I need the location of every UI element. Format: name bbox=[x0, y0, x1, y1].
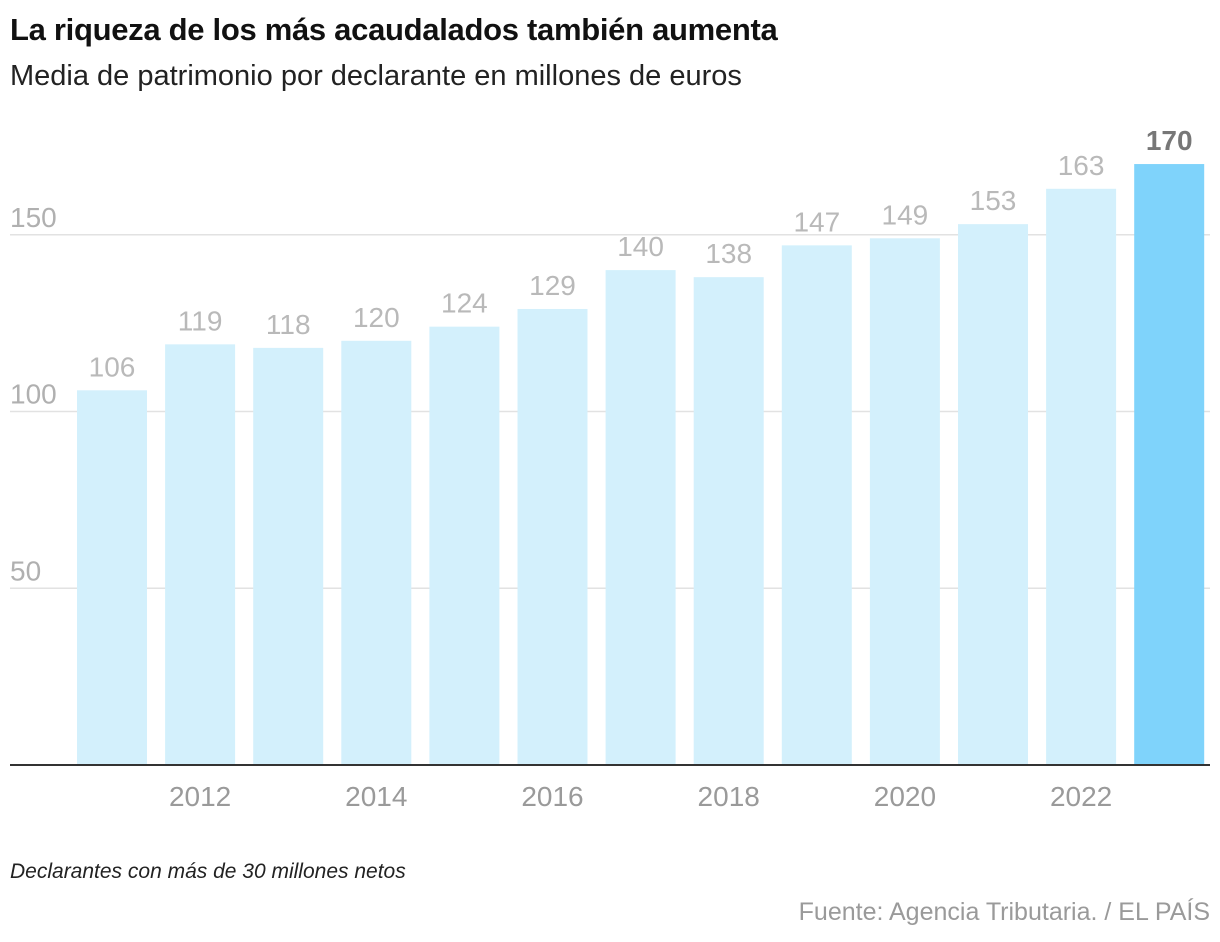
data-label: 163 bbox=[1058, 150, 1105, 181]
data-label: 106 bbox=[89, 351, 136, 382]
x-tick-label: 2022 bbox=[1050, 781, 1112, 812]
x-tick-label: 2020 bbox=[874, 781, 936, 812]
bar bbox=[693, 277, 764, 765]
data-labels: 106 119 118 120 124 129 140 138 147 149 153 163 170 bbox=[89, 125, 1193, 382]
data-label: 170 bbox=[1146, 125, 1193, 156]
x-tick-label: 2018 bbox=[698, 781, 760, 812]
bar bbox=[781, 245, 852, 766]
bar bbox=[517, 308, 588, 765]
bar bbox=[165, 344, 236, 765]
data-label: 140 bbox=[617, 231, 664, 262]
bar bbox=[77, 390, 147, 765]
data-label: 147 bbox=[793, 206, 840, 237]
bar bbox=[869, 238, 940, 765]
data-label: 138 bbox=[705, 238, 752, 269]
chart-subtitle: Media de patrimonio por declarante en mi… bbox=[10, 60, 742, 92]
x-tick-label: 2014 bbox=[345, 781, 407, 812]
bar bbox=[429, 326, 500, 765]
x-tick-label: 2016 bbox=[521, 781, 583, 812]
data-label: 118 bbox=[266, 309, 311, 340]
x-tick-label: 2012 bbox=[169, 781, 231, 812]
data-label: 120 bbox=[353, 302, 400, 333]
bar bbox=[341, 340, 412, 765]
bar bbox=[1046, 188, 1117, 766]
y-tick-label: 150 bbox=[10, 202, 57, 233]
bar bbox=[253, 347, 324, 765]
bar bbox=[605, 270, 676, 765]
chart-source: Fuente: Agencia Tributaria. / EL PAÍS bbox=[798, 898, 1210, 926]
y-tick-label: 50 bbox=[10, 555, 41, 586]
data-label: 153 bbox=[970, 185, 1017, 216]
data-label: 119 bbox=[178, 305, 223, 336]
bars bbox=[77, 164, 1205, 766]
data-label: 124 bbox=[441, 288, 488, 319]
data-label: 149 bbox=[882, 199, 929, 230]
bar bbox=[1134, 164, 1205, 766]
x-axis-ticks: 2012 2014 2016 2018 2020 2022 bbox=[169, 781, 1112, 812]
bar bbox=[958, 224, 1028, 765]
y-tick-label: 100 bbox=[10, 379, 57, 410]
chart-note: Declarantes con más de 30 millones netos bbox=[10, 860, 406, 883]
data-label: 129 bbox=[529, 270, 576, 301]
y-axis-ticks: 50 100 150 bbox=[10, 202, 57, 587]
chart-title: La riqueza de los más acaudalados tambié… bbox=[10, 12, 778, 47]
